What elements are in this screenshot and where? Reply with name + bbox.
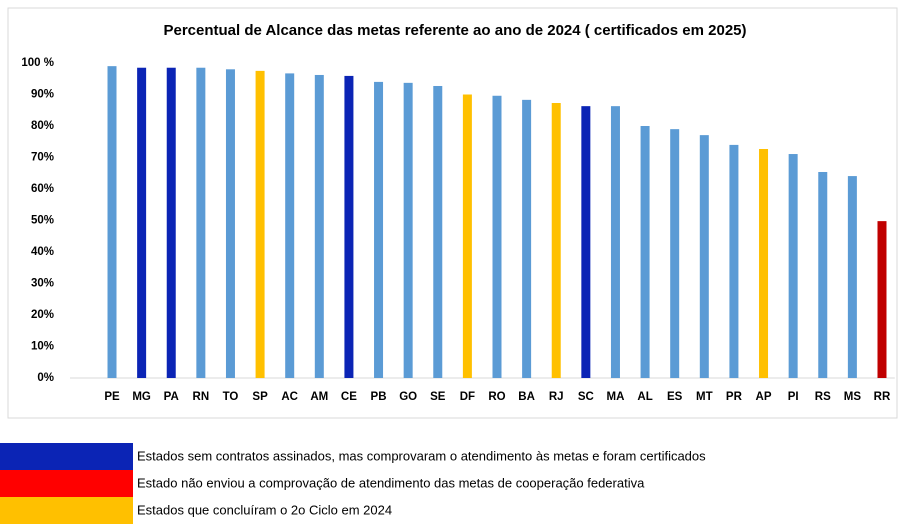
x-tick-label: RJ (549, 391, 564, 403)
bar (225, 69, 235, 379)
chart-title: Percentual de Alcance das metas referent… (163, 22, 746, 39)
x-tick-label: SE (430, 391, 446, 403)
x-tick-label: CE (341, 391, 357, 403)
bar (729, 144, 739, 378)
x-tick-label: RS (815, 391, 831, 403)
y-tick-label: 60% (31, 183, 54, 195)
x-tick-label: DF (460, 391, 475, 403)
legend-swatch (0, 443, 133, 470)
x-tick-label: AL (637, 391, 652, 403)
bar (344, 75, 354, 378)
x-tick-label: MG (132, 391, 151, 403)
bar (255, 70, 265, 378)
bar (581, 106, 591, 378)
x-tick-label: SP (252, 391, 268, 403)
x-tick-label: PI (788, 391, 799, 403)
x-tick-label: MS (844, 391, 862, 403)
y-tick-label: 80% (31, 120, 54, 132)
x-tick-label: BA (518, 391, 535, 403)
y-tick-label: 90% (31, 89, 54, 101)
y-tick-label: 100 % (21, 57, 54, 69)
y-tick-label: 70% (31, 152, 54, 164)
legend-label: Estados sem contratos assinados, mas com… (137, 448, 706, 463)
y-tick-label: 30% (31, 278, 54, 290)
bar (462, 94, 472, 378)
x-tick-label: TO (223, 391, 239, 403)
x-tick-label: AP (756, 391, 772, 403)
x-tick-label: RR (874, 391, 891, 403)
x-tick-label: GO (399, 391, 417, 403)
y-tick-label: 50% (31, 215, 54, 227)
bar (285, 73, 295, 379)
bar (374, 81, 384, 379)
y-tick-label: 10% (31, 341, 54, 353)
bar (699, 135, 709, 378)
bar (403, 82, 413, 378)
bar (670, 129, 680, 378)
x-tick-label: AM (310, 391, 328, 403)
x-tick-label: PR (726, 391, 743, 403)
chart-frame (7, 7, 898, 419)
legend-swatch (0, 497, 133, 524)
x-tick-label: ES (667, 391, 683, 403)
bar (610, 106, 620, 378)
bar (196, 67, 206, 378)
legend-label: Estados que concluíram o 2o Ciclo em 202… (137, 502, 392, 517)
y-tick-label: 0% (37, 372, 54, 384)
bar (551, 103, 561, 378)
x-tick-label: MT (696, 391, 713, 403)
bar (433, 85, 443, 379)
legend-label: Estado não enviou a comprovação de atend… (137, 475, 645, 490)
x-tick-label: PA (164, 391, 179, 403)
bar (788, 154, 798, 378)
x-tick-label: SC (578, 391, 594, 403)
bar (314, 74, 324, 378)
x-tick-label: PB (371, 391, 387, 403)
bar (492, 95, 502, 378)
x-tick-label: MA (607, 391, 625, 403)
x-tick-label: PE (104, 391, 120, 403)
bar (847, 176, 857, 378)
bar (107, 66, 117, 379)
x-tick-label: AC (281, 391, 298, 403)
y-tick-label: 40% (31, 246, 54, 258)
bar (818, 171, 828, 378)
bar (877, 221, 887, 378)
bar (137, 67, 147, 378)
x-tick-label: RO (488, 391, 505, 403)
bar (166, 67, 176, 378)
x-tick-label: RN (193, 391, 210, 403)
bar (759, 148, 769, 378)
y-tick-label: 20% (31, 309, 54, 321)
bar (522, 99, 532, 378)
legend-swatch (0, 470, 133, 497)
bar (640, 126, 650, 378)
